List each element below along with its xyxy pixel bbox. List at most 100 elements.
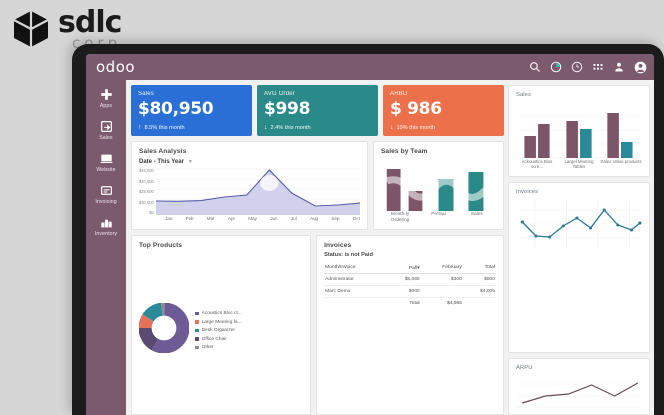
y-tick: $30,000 [139, 199, 154, 205]
top-products-legend: Acoustics Bloc ct... Large Meeting fa...… [195, 311, 242, 350]
arrow-down-icon: ↓ [264, 124, 268, 131]
chevron-down-icon: ▼ [187, 159, 193, 165]
legend-swatch [195, 337, 199, 341]
kpi-value: $998 [264, 99, 311, 119]
search-icon[interactable] [529, 61, 541, 73]
col-month-invoice[interactable]: Month/Invoice [324, 262, 388, 275]
legend-swatch [195, 311, 199, 316]
dashboard-right-column: Sales [508, 85, 650, 415]
kpi-card-arbu[interactable]: ARBU $ 986 ↓ 19% this month [383, 85, 504, 136]
dashboard-left-column: Sales $80,950 ↑ 8.5% this month AVG Orde… [131, 85, 504, 415]
kpi-delta: ↑ 8.5% this month [138, 124, 245, 131]
total-label: Total [409, 301, 420, 307]
kpi-delta: ↓ 2.4% this month [264, 124, 371, 131]
inventory-icon [100, 216, 113, 229]
legend-item[interactable]: Office Chair [195, 337, 242, 342]
legend-item[interactable]: Other [195, 345, 242, 350]
team-axis-labels: Month-ly Ordering PreSal Sales [381, 212, 496, 223]
grid-icon[interactable] [592, 61, 604, 73]
legend-item[interactable]: Desk Organizer [195, 328, 242, 333]
sidebar-item-label: Inventory [94, 231, 118, 237]
table-total-row: Total $4,065 [324, 298, 496, 310]
kpi-value: $ 986 [390, 99, 442, 119]
kpi-label: Sales [138, 91, 155, 97]
sidebar-item-label: Apps [99, 103, 113, 109]
date-filter-label: Date - This Year [139, 159, 184, 165]
y-tick: $0 [149, 210, 154, 215]
invoices-table: Month/Invoice Pafl▾ February Total Admin… [324, 262, 496, 309]
avatar-icon[interactable] [634, 61, 647, 74]
mid-chart-row: Sales Analysis Date - This Year ▼ $45,00… [131, 141, 504, 231]
kpi-label: AVG Order [264, 91, 296, 97]
kpi-card-avg-order[interactable]: AVG Order $998 ↓ 2.4% this month [257, 85, 378, 136]
x-tick: Sep [331, 216, 340, 221]
right-invoices-chart [516, 197, 642, 250]
x-tick: Mar [206, 216, 215, 221]
sidebar-item-invoicing[interactable]: Invoicing [86, 184, 126, 205]
sidebar-item-website[interactable]: Website [86, 152, 126, 173]
cell-name: Marc Demo [324, 285, 388, 299]
card-title: Sales [516, 92, 532, 98]
table-row[interactable]: Marc Demo $000 $4,005 [324, 285, 496, 299]
card-title: Sales by Team [380, 148, 428, 155]
col-pafl[interactable]: Pafl▾ [387, 262, 421, 275]
sidebar-item-inventory[interactable]: Inventory [86, 216, 126, 237]
sidebar-item-label: Website [96, 167, 116, 173]
kpi-label: ARBU [390, 91, 408, 97]
legend-item[interactable]: Acoustics Bloc ct... [195, 311, 242, 316]
x-tick: Aug [309, 216, 319, 221]
table-row[interactable]: Administrator $5,065 $300 $800 [324, 273, 496, 287]
invoice-icon [100, 184, 113, 197]
team-label: PreSal [431, 212, 446, 217]
total-value: $4,065 [446, 301, 462, 307]
kpi-delta-text: 19% this month [396, 124, 436, 131]
sidebar-item-label: Invoicing [95, 199, 117, 205]
odoo-top-navbar: odoo [86, 54, 654, 80]
x-axis-labels: Jan Feb Mar Apr May Jun Jul Aug Sep Oct [139, 216, 360, 221]
kpi-card-sales[interactable]: Sales $80,950 ↑ 8.5% this month [131, 85, 252, 136]
odoo-brand-logo[interactable]: odoo [96, 58, 136, 76]
sidebar-item-label: Sales [99, 135, 113, 141]
team-label: Sales [470, 212, 483, 217]
sales-analysis-chart: $45,000 $40,000 $35,000 $30,000 $0 [139, 168, 360, 215]
right-arpu-card: ARPU [508, 358, 650, 415]
legend-item[interactable]: Large Meeting fa... [195, 320, 242, 325]
col-february[interactable]: February [420, 262, 463, 275]
clock-icon[interactable] [571, 61, 583, 73]
col-pafl-label: Pafl [408, 265, 418, 271]
date-filter-dropdown[interactable]: Date - This Year ▼ [139, 159, 360, 165]
cell-total: $800 [462, 273, 496, 287]
sidebar-item-apps[interactable]: Apps [86, 88, 126, 109]
legend-label: Office Chair [201, 336, 227, 342]
arrow-up-icon: ↑ [138, 124, 142, 131]
user-icon[interactable] [613, 61, 625, 73]
top-products-chart: Acoustics Bloc ct... Large Meeting fa...… [138, 253, 303, 408]
x-tick: Apr [227, 216, 236, 221]
tablet-screen: odoo [86, 54, 654, 415]
legend-label: Acoustics Bloc ct... [201, 311, 242, 317]
sidebar-item-sales[interactable]: Sales [86, 120, 126, 141]
cell-pafl: $5,065 [387, 273, 421, 287]
cell-february: $300 [420, 273, 463, 287]
legend-swatch [195, 320, 199, 324]
x-tick: Jan [165, 216, 173, 221]
card-title: ARPU [516, 365, 533, 371]
kpi-delta: ↓ 19% this month [390, 124, 497, 131]
bar-label: Ackoustics Bios scre... [521, 159, 553, 170]
card-title: Invoices [516, 188, 539, 195]
kpi-delta-text: 8.5% this month [144, 124, 185, 131]
y-axis-labels: $45,000 $40,000 $35,000 $30,000 $0 [139, 168, 156, 215]
arrow-down-icon: ↓ [390, 124, 394, 131]
cell-february [420, 285, 463, 299]
cell-pafl: $000 [387, 285, 421, 299]
spacer-cell [463, 298, 496, 310]
team-label: Month-ly Ordering [390, 212, 410, 223]
tablet-device-frame: odoo [72, 44, 664, 415]
col-total[interactable]: Total [462, 262, 496, 275]
right-sales-axis-labels: Ackoustics Bios scre... Largel Meeting T… [516, 159, 642, 170]
status-filter-text: Status: is not Paid [324, 252, 373, 259]
activity-icon[interactable] [550, 61, 562, 73]
card-title: Sales Analysis [139, 148, 187, 155]
legend-swatch [195, 328, 199, 333]
bar-label: Sales Value products [600, 159, 642, 164]
